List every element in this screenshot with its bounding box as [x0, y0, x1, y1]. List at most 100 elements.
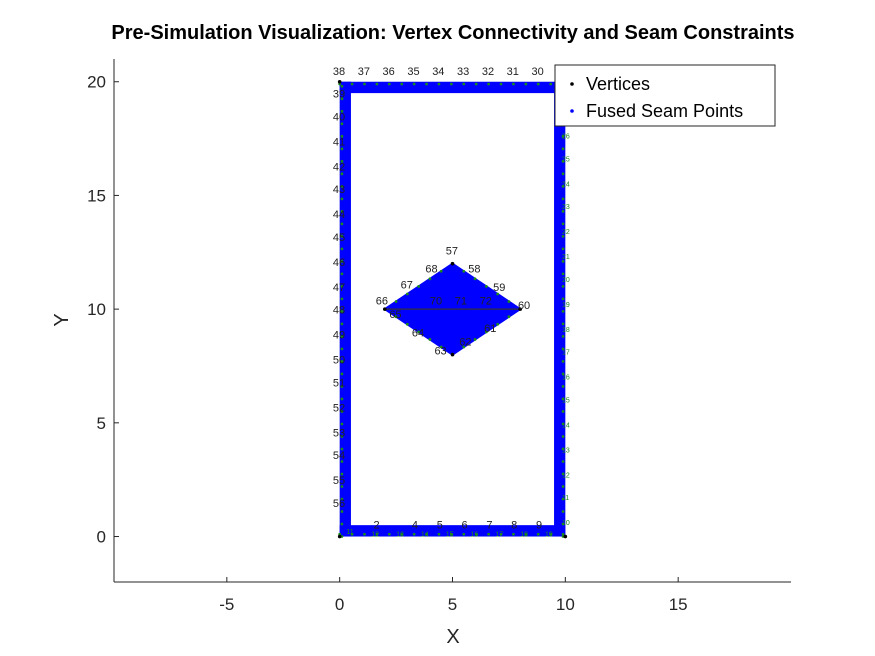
seam-point-left	[340, 360, 344, 363]
vertex-label: 58	[468, 264, 480, 276]
seam-point-bottom	[499, 532, 503, 536]
seam-point-top	[549, 82, 553, 86]
vertex-label: 5	[437, 520, 443, 532]
vertex-point	[563, 534, 568, 539]
seam-point-left	[340, 147, 344, 151]
seam-point-right	[561, 209, 565, 213]
seam-point-bottom	[375, 532, 379, 536]
vertex-label: 46	[333, 257, 345, 269]
y-tick-label: 5	[97, 414, 106, 433]
seam-point-right	[561, 159, 565, 163]
vertex-point	[450, 261, 455, 266]
seam-point-diamond	[405, 322, 409, 326]
seam-point-left	[340, 510, 344, 513]
seam-point-diamond	[394, 300, 398, 303]
vertex-point	[450, 352, 455, 357]
seam-point-label: 12	[371, 532, 379, 539]
seam-point-bottom	[400, 532, 404, 536]
vertex-label: 43	[333, 184, 345, 196]
vertex-label: 44	[333, 209, 345, 221]
seam-point-left	[340, 347, 344, 351]
seam-point-left	[340, 522, 344, 526]
seam-point-left	[340, 284, 344, 288]
legend-vertices-label: Vertices	[586, 74, 650, 94]
seam-point-left	[340, 385, 344, 388]
seam-point-bottom	[387, 532, 391, 536]
seam-point-right	[561, 397, 565, 401]
seam-point-diamond	[484, 284, 488, 288]
seam-point-left	[340, 310, 344, 313]
seam-point-label: 17	[495, 532, 503, 539]
y-tick-label: 20	[87, 73, 106, 92]
seam-point-label: 10	[562, 520, 570, 527]
seam-point-left	[340, 247, 344, 251]
seam-point-label: 23	[562, 204, 570, 211]
vertex-label: 47	[333, 282, 345, 294]
seam-point-label: 11	[346, 529, 353, 536]
seam-point-diamond	[394, 315, 398, 319]
seam-point-bottom	[449, 532, 453, 536]
vertex-label: 33	[457, 66, 469, 78]
vertex-label: 31	[507, 66, 519, 78]
seam-point-right	[561, 322, 565, 326]
vertex-label: 53	[333, 427, 345, 439]
seam-point-right	[561, 422, 565, 426]
seam-point-diamond	[484, 330, 488, 334]
vertex-label: 61	[484, 323, 496, 335]
x-tick-label: 15	[669, 595, 688, 614]
seam-wall-top	[339, 81, 566, 94]
seam-point-label: 14	[562, 422, 570, 429]
seam-point-label: 22	[562, 229, 570, 236]
seam-point-left	[340, 209, 344, 213]
seam-point-diamond	[507, 315, 511, 319]
vertex-label: 55	[333, 475, 345, 487]
seam-point-left	[340, 297, 344, 301]
legend-box	[554, 64, 776, 127]
seam-point-right	[561, 134, 565, 138]
seam-point-left	[340, 222, 344, 226]
seam-point-left	[340, 234, 344, 238]
seam-point-label: 25	[562, 156, 570, 163]
seam-point-label: 26	[562, 134, 570, 141]
seam-point-bottom	[512, 532, 515, 536]
vertex-point	[518, 307, 522, 311]
seam-point-right	[561, 385, 565, 388]
seam-point-bottom	[524, 532, 528, 536]
seam-point-bottom	[561, 532, 565, 536]
seam-point-top	[400, 82, 404, 86]
seam-point-right	[561, 522, 565, 526]
vertex-label: 66	[376, 296, 388, 308]
seam-point-left	[340, 84, 344, 88]
seam-point-label: 17	[562, 350, 570, 357]
vertex-label: 54	[333, 450, 345, 462]
seam-point-left	[340, 435, 344, 438]
seam-point-right	[561, 259, 565, 263]
vertex-label: 71	[455, 296, 467, 308]
seam-point-bottom	[437, 532, 441, 536]
seam-point-left	[340, 460, 344, 463]
seam-point-label: 16	[562, 375, 570, 382]
seam-point-diamond	[473, 277, 477, 281]
vertex-label: 50	[333, 355, 345, 367]
seam-point-left	[340, 272, 344, 276]
x-tick-label: 10	[556, 595, 575, 614]
seam-point-top	[512, 82, 515, 86]
seam-point-left	[340, 322, 344, 326]
seam-wall-right	[554, 81, 566, 537]
seam-point-right	[561, 234, 565, 238]
seam-point-right	[561, 297, 565, 301]
vertex-label: 65	[389, 309, 401, 321]
vertex-label: 35	[407, 66, 419, 78]
y-tick-label: 15	[87, 186, 106, 205]
seam-point-bottom	[549, 532, 553, 536]
seam-point-left	[340, 259, 344, 263]
vertex-label: 62	[459, 337, 471, 349]
seam-point-top	[487, 82, 491, 86]
vertex-label: 40	[333, 111, 345, 123]
seam-wall-bottom	[339, 525, 566, 537]
vertex-label: 30	[531, 66, 543, 78]
vertex-label: 57	[446, 246, 458, 258]
seam-point-top	[412, 82, 416, 86]
vertex-point	[383, 307, 387, 311]
seam-point-right	[561, 310, 565, 313]
